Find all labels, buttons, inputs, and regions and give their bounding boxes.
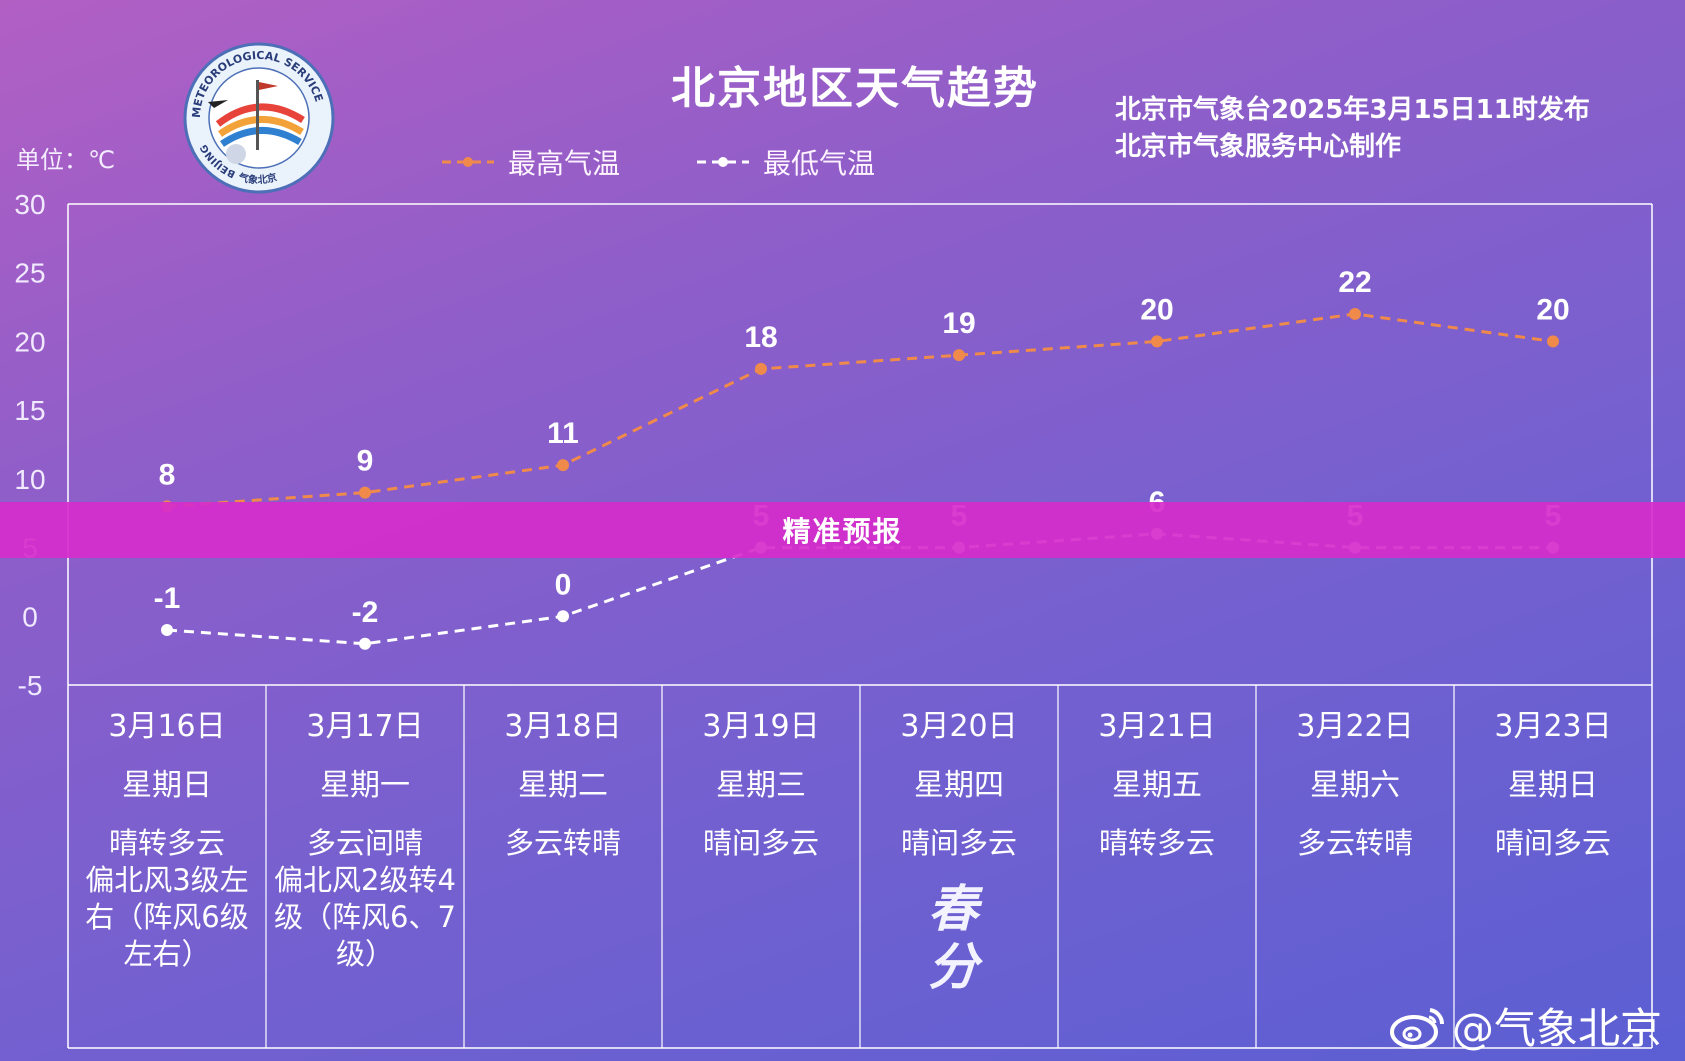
day-weather-line: 晴转多云	[109, 826, 225, 860]
legend-item-low: 最低气温	[695, 142, 875, 182]
high-temp-point	[755, 362, 767, 375]
day-date: 3月16日	[108, 709, 225, 744]
high-temp-point	[557, 459, 569, 472]
y-tick-label: 30	[14, 189, 45, 220]
high-temp-label: 19	[942, 307, 975, 340]
y-tick-label: 0	[22, 601, 38, 632]
high-temp-label: 22	[1338, 266, 1371, 299]
high-temp-label: 20	[1536, 293, 1569, 326]
high-temp-line	[166, 312, 1554, 508]
high-temp-label: 11	[547, 417, 579, 450]
day-weather-line: 晴转多云	[1099, 826, 1215, 860]
banner-text: 精准预报	[782, 515, 903, 548]
publisher-line-2: 北京市气象服务中心制作	[1115, 132, 1402, 162]
day-weather-line: 左右）	[123, 937, 210, 971]
day-weather-line: 偏北风2级转4	[274, 863, 456, 897]
high-temp-point	[953, 349, 965, 362]
day-date: 3月18日	[504, 709, 621, 744]
high-temp-point	[1547, 335, 1559, 348]
banner: 精准预报	[0, 502, 1685, 558]
low-temp-label: -2	[352, 596, 379, 629]
y-tick-label: -5	[18, 670, 43, 701]
day-weekday: 星期日	[122, 768, 212, 803]
day-weather-line: 多云转晴	[1297, 826, 1413, 860]
high-temp-label: 9	[357, 445, 374, 478]
day-weekday: 星期一	[320, 768, 410, 803]
day-date: 3月19日	[702, 709, 819, 744]
unit-label: 单位：℃	[16, 146, 115, 174]
high-temp-label: 8	[159, 458, 176, 491]
weibo-icon	[1390, 1007, 1445, 1049]
low-temp-point	[359, 637, 371, 650]
legend-swatch-high	[442, 157, 494, 167]
low-temp-label: 0	[555, 568, 572, 601]
day-weather-line: 晴间多云	[703, 826, 819, 860]
solar-term-label: 春分	[928, 879, 978, 996]
high-temp-label: 18	[744, 321, 777, 354]
page-title: 北京地区天气趋势	[671, 63, 1039, 114]
legend-swatch-low	[697, 157, 749, 167]
day-weekday: 星期五	[1112, 768, 1202, 803]
day-weather-line: 偏北风3级左	[85, 863, 248, 897]
day-weather-line: 晴间多云	[901, 826, 1017, 860]
y-tick-label: 15	[14, 395, 45, 426]
day-date: 3月20日	[900, 709, 1017, 744]
weibo-watermark: @气象北京	[1388, 995, 1662, 1056]
high-temp-point	[1151, 335, 1163, 348]
day-date: 3月23日	[1494, 709, 1611, 744]
high-temp-label: 20	[1140, 293, 1173, 326]
legend-label-low: 最低气温	[763, 147, 876, 180]
day-date: 3月21日	[1098, 709, 1215, 744]
day-weather-line: 多云转晴	[505, 826, 621, 860]
low-temp-point	[557, 610, 569, 623]
watermark-text: @气象北京	[1452, 1004, 1663, 1053]
y-tick-label: 25	[14, 258, 45, 289]
publisher-info: 北京市气象台2025年3月15日11时发布 北京市气象服务中心制作	[1115, 92, 1590, 166]
day-weather-line: 晴间多云	[1495, 826, 1611, 860]
day-weekday: 星期三	[716, 768, 806, 803]
day-weather-line: 多云间晴	[307, 826, 423, 860]
publisher-line-1: 北京市气象台2025年3月15日11时发布	[1115, 95, 1590, 125]
day-weather-line: 级（阵风6、7	[274, 900, 456, 934]
beijing-meteorological-logo: METEOROLOGICAL SERVICE BEIJING 气象北京	[183, 42, 335, 194]
day-date: 3月17日	[306, 709, 423, 744]
day-date: 3月22日	[1296, 709, 1413, 744]
day-weekday: 星期六	[1310, 768, 1400, 803]
low-temp-point	[161, 624, 173, 637]
day-weekday: 星期二	[518, 768, 608, 803]
y-tick-label: 10	[14, 464, 45, 495]
low-temp-label: -1	[154, 582, 181, 615]
y-tick-label: 20	[14, 326, 45, 357]
high-temp-point	[359, 486, 371, 499]
day-weather-line: 级）	[336, 937, 394, 971]
day-weekday: 星期四	[914, 768, 1004, 803]
day-weekday: 星期日	[1508, 768, 1598, 803]
legend-label-high: 最高气温	[508, 147, 621, 180]
day-weather-line: 右（阵风6级	[85, 900, 248, 934]
legend-item-high: 最高气温	[440, 142, 620, 182]
high-temp-point	[1349, 307, 1361, 320]
